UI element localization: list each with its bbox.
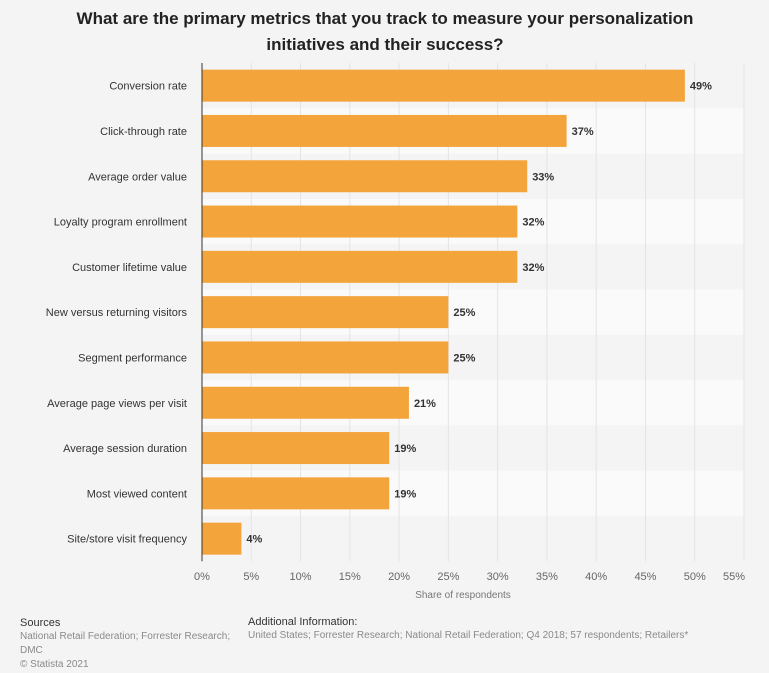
bar [202,386,409,419]
data-label: 19% [394,488,416,500]
bar [202,69,685,102]
bar [202,522,242,555]
bar [202,432,390,465]
bar [202,296,449,329]
data-label: 25% [453,352,475,364]
bar [202,250,518,283]
x-tick-label: 20% [388,571,410,583]
additional-info-block: Additional Information: United States; F… [248,615,758,643]
data-label: 32% [522,217,544,229]
category-label: Average session duration [63,443,187,455]
x-tick-label: 35% [536,571,558,583]
sources-heading: Sources [20,617,61,629]
chart-title: What are the primary metrics that you tr… [76,9,694,54]
bar [202,114,567,147]
x-tick-label: 45% [634,571,656,583]
category-label: Loyalty program enrollment [54,217,187,229]
data-label: 25% [453,307,475,319]
bar [202,160,528,193]
x-tick-label: 5% [243,571,259,583]
x-tick-label: 30% [487,571,509,583]
x-axis-title: Share of respondents [415,590,511,601]
data-label: 37% [572,126,594,138]
bar [202,341,449,374]
x-tick-label: 50% [684,571,706,583]
category-label: Average order value [88,171,187,183]
data-label: 49% [690,81,712,93]
sources-text[interactable]: National Retail Federation; Forrester Re… [20,631,231,656]
category-label: Segment performance [78,352,187,364]
data-label: 4% [246,534,262,546]
additional-info-heading: Additional Information: [248,616,358,628]
data-label: 33% [532,171,554,183]
category-label: New versus returning visitors [46,307,188,319]
x-tick-label: 15% [339,571,361,583]
sources-block: Sources National Retail Federation; Forr… [20,616,240,672]
data-label: 21% [414,398,436,410]
additional-info-text: United States; Forrester Research; Natio… [248,630,689,641]
x-tick-label: 55% [723,571,745,583]
category-label: Click-through rate [100,126,187,138]
x-tick-label: 25% [437,571,459,583]
category-label: Customer lifetime value [72,262,187,274]
category-label: Conversion rate [109,81,187,93]
bar [202,477,390,510]
data-label: 32% [522,262,544,274]
x-tick-label: 0% [194,571,210,583]
x-tick-label: 10% [290,571,312,583]
x-tick-label: 40% [585,571,607,583]
data-label: 19% [394,443,416,455]
category-label: Most viewed content [87,488,187,500]
bar [202,205,518,238]
category-label: Site/store visit frequency [67,534,187,546]
copyright: © Statista 2021 [20,659,89,670]
category-label: Average page views per visit [47,398,187,410]
